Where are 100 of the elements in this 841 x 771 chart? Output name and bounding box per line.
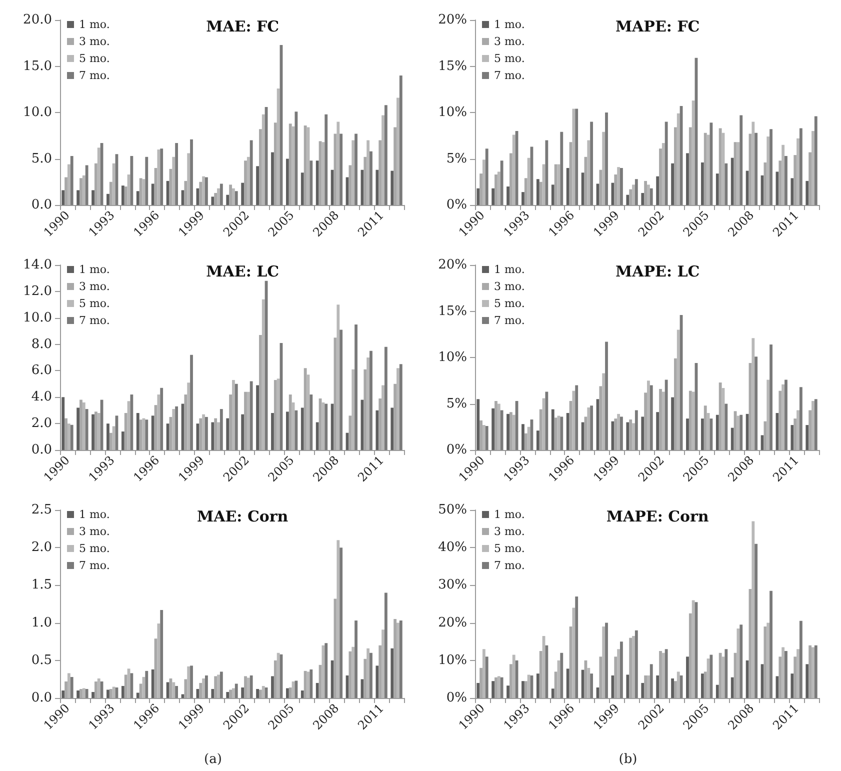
- text: (a): [204, 752, 222, 767]
- bar: [794, 656, 797, 698]
- legend-label: 7 mo.: [79, 314, 110, 327]
- y-tick-label: 0.0: [31, 442, 52, 458]
- bar: [539, 651, 542, 698]
- bar: [199, 682, 202, 698]
- bar: [656, 412, 660, 450]
- bar: [106, 690, 110, 698]
- bar: [602, 373, 606, 450]
- bar: [376, 410, 379, 450]
- y-tick-label: 2.0: [31, 416, 52, 432]
- bar: [382, 385, 384, 450]
- bar: [590, 406, 594, 450]
- bar: [274, 660, 277, 698]
- bar: [390, 408, 394, 450]
- bar: [274, 380, 277, 450]
- legend-label: 5 mo.: [79, 297, 110, 310]
- bar: [480, 420, 482, 450]
- bar: [799, 128, 802, 205]
- bar: [506, 186, 510, 205]
- bar: [256, 166, 259, 205]
- y-tick-label: 20%: [438, 615, 467, 630]
- bar: [211, 422, 214, 450]
- bar: [229, 394, 232, 450]
- bar: [784, 156, 788, 205]
- chart-title: MAPE: FC: [615, 18, 700, 36]
- bar: [244, 676, 247, 698]
- legend-label: 5 mo.: [79, 542, 110, 555]
- bar: [94, 681, 98, 698]
- bar: [121, 186, 124, 205]
- bar: [97, 413, 100, 450]
- bar: [614, 418, 618, 450]
- bar: [659, 651, 662, 698]
- bar: [229, 184, 232, 205]
- bar: [572, 108, 576, 205]
- bar: [560, 416, 564, 450]
- bar: [202, 678, 206, 698]
- bar: [746, 170, 749, 205]
- bar: [399, 76, 402, 205]
- bar: [784, 380, 788, 450]
- bar: [151, 184, 154, 205]
- bar: [288, 394, 292, 450]
- bar: [217, 674, 220, 698]
- bar: [336, 540, 340, 698]
- bar: [92, 692, 94, 698]
- bar: [172, 682, 176, 698]
- bar: [492, 188, 495, 205]
- bar: [575, 108, 578, 205]
- y-tick-label: 50%: [438, 502, 467, 518]
- y-tick-label: 5%: [446, 151, 467, 166]
- bar: [378, 140, 382, 205]
- bar: [271, 676, 274, 698]
- bar: [522, 192, 524, 205]
- bar: [692, 600, 695, 698]
- bar: [629, 419, 632, 450]
- legend-label: 7 mo.: [494, 69, 525, 82]
- bar: [172, 409, 176, 450]
- bar: [399, 620, 402, 698]
- bar: [80, 688, 82, 698]
- bar: [806, 180, 809, 205]
- bar: [250, 675, 253, 698]
- bar: [67, 164, 70, 205]
- bar: [250, 381, 253, 450]
- bar: [599, 656, 602, 698]
- legend-label: 5 mo.: [494, 297, 525, 310]
- bar: [139, 684, 142, 698]
- bar: [244, 392, 247, 450]
- bar: [348, 651, 352, 698]
- bar: [575, 385, 578, 450]
- bar: [799, 620, 802, 698]
- bar: [376, 170, 379, 205]
- bar: [199, 182, 202, 205]
- bar: [659, 388, 662, 450]
- legend-label: 5 mo.: [494, 542, 525, 555]
- bar: [364, 156, 367, 205]
- bar: [92, 414, 94, 450]
- bar: [241, 414, 244, 450]
- bar: [814, 399, 818, 450]
- bar: [121, 686, 124, 698]
- bar: [151, 416, 154, 450]
- bar: [650, 188, 653, 205]
- bar: [304, 670, 307, 698]
- bar: [626, 674, 630, 698]
- bar: [136, 191, 140, 205]
- bar: [647, 380, 650, 450]
- legend-label: 1 mo.: [79, 263, 110, 276]
- bar: [641, 682, 644, 698]
- y-tick-label: 12.0: [23, 284, 52, 299]
- bar: [294, 680, 298, 698]
- bar: [304, 125, 307, 205]
- bar: [605, 622, 608, 698]
- bar: [662, 392, 665, 450]
- bar: [175, 143, 178, 205]
- bar: [740, 115, 743, 205]
- bar: [692, 392, 695, 450]
- bar: [157, 150, 160, 205]
- bar: [109, 182, 112, 205]
- bar: [190, 139, 193, 205]
- bar: [808, 645, 812, 698]
- y-tick-label: 0.5: [31, 652, 52, 668]
